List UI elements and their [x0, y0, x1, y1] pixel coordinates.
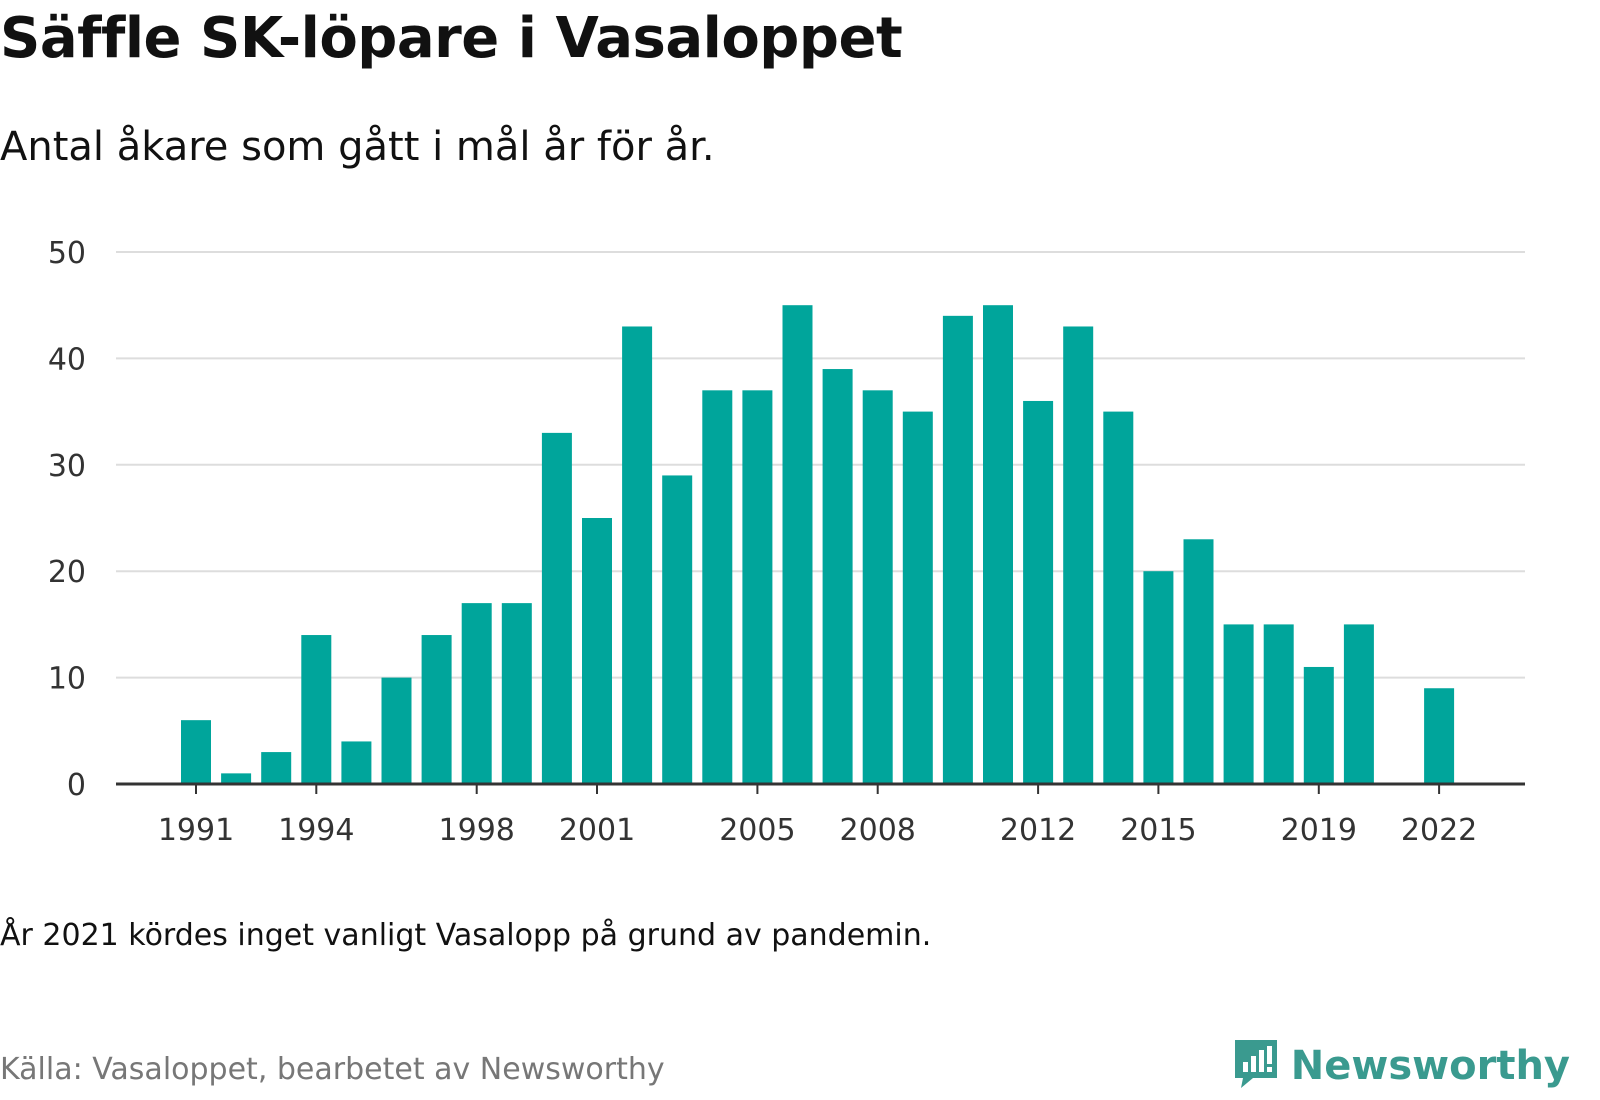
bar-2015: [1143, 571, 1174, 784]
bar-2006: [782, 305, 813, 784]
gridlines: [116, 251, 1525, 679]
bar-2004: [702, 390, 733, 784]
bar-2012: [1023, 400, 1054, 784]
bar-chart: 0 10 20 30 40 50 1991 1994 1998 2001 2005 2008 2012…: [48, 236, 1525, 848]
x-axis-ticks: 1991 1994 1998 2001 2005 2008 2012 2015 2019 2022: [158, 784, 1477, 848]
x-tick-label: 2019: [1281, 813, 1357, 848]
bar-2008: [862, 390, 893, 784]
bar-1998: [461, 603, 492, 784]
bar-1993: [261, 752, 292, 784]
brand-logo: Newsworthy: [1231, 1038, 1570, 1094]
y-tick-label: 10: [48, 662, 86, 697]
bar-2020: [1343, 624, 1374, 784]
y-tick-label: 0: [67, 768, 86, 803]
chart-title: Säffle SK-löpare i Vasaloppet: [0, 6, 903, 71]
chart-subtitle: Antal åkare som gått i mål år för år.: [0, 124, 715, 170]
x-tick-label: 2012: [1000, 813, 1076, 848]
x-tick-label: 1991: [158, 813, 234, 848]
bar-1991: [181, 720, 211, 784]
bar-2001: [582, 518, 612, 784]
bar-1997: [421, 635, 452, 784]
bar-2011: [983, 305, 1013, 784]
y-tick-label: 50: [48, 236, 86, 271]
y-tick-label: 40: [48, 342, 86, 377]
bar-2014: [1103, 411, 1134, 784]
bar-2000: [541, 432, 572, 784]
bars: [181, 305, 1455, 784]
bar-2022: [1424, 688, 1455, 784]
bar-2003: [662, 475, 693, 784]
brand-name: Newsworthy: [1290, 1043, 1570, 1089]
x-tick-label: 1994: [278, 813, 354, 848]
x-tick-label: 2001: [559, 813, 635, 848]
bar-2019: [1303, 666, 1334, 784]
chart-note: År 2021 kördes inget vanligt Vasalopp på…: [0, 918, 932, 953]
bar-2016: [1183, 539, 1214, 784]
x-tick-label: 2005: [719, 813, 795, 848]
bar-2018: [1263, 624, 1294, 784]
y-axis-ticks: 0 10 20 30 40 50: [48, 236, 86, 803]
bar-2010: [942, 315, 973, 784]
bar-1999: [501, 603, 532, 784]
bar-2009: [902, 411, 933, 784]
newsworthy-logo-icon: [1231, 1038, 1281, 1094]
bar-2007: [822, 369, 853, 784]
y-tick-label: 20: [48, 555, 86, 590]
bar-2017: [1223, 624, 1254, 784]
bar-2005: [742, 390, 773, 784]
x-tick-label: 1998: [439, 813, 515, 848]
source-text: Källa: Vasaloppet, bearbetet av Newswort…: [0, 1052, 665, 1087]
x-tick-label: 2022: [1401, 813, 1477, 848]
bar-2013: [1063, 326, 1094, 784]
bar-2002: [622, 326, 653, 784]
bar-1994: [301, 635, 332, 784]
x-tick-label: 2015: [1120, 813, 1196, 848]
x-tick-label: 2008: [840, 813, 916, 848]
bar-1996: [381, 677, 412, 784]
bar-1992: [221, 773, 252, 784]
bar-1995: [341, 741, 372, 784]
y-tick-label: 30: [48, 449, 86, 484]
